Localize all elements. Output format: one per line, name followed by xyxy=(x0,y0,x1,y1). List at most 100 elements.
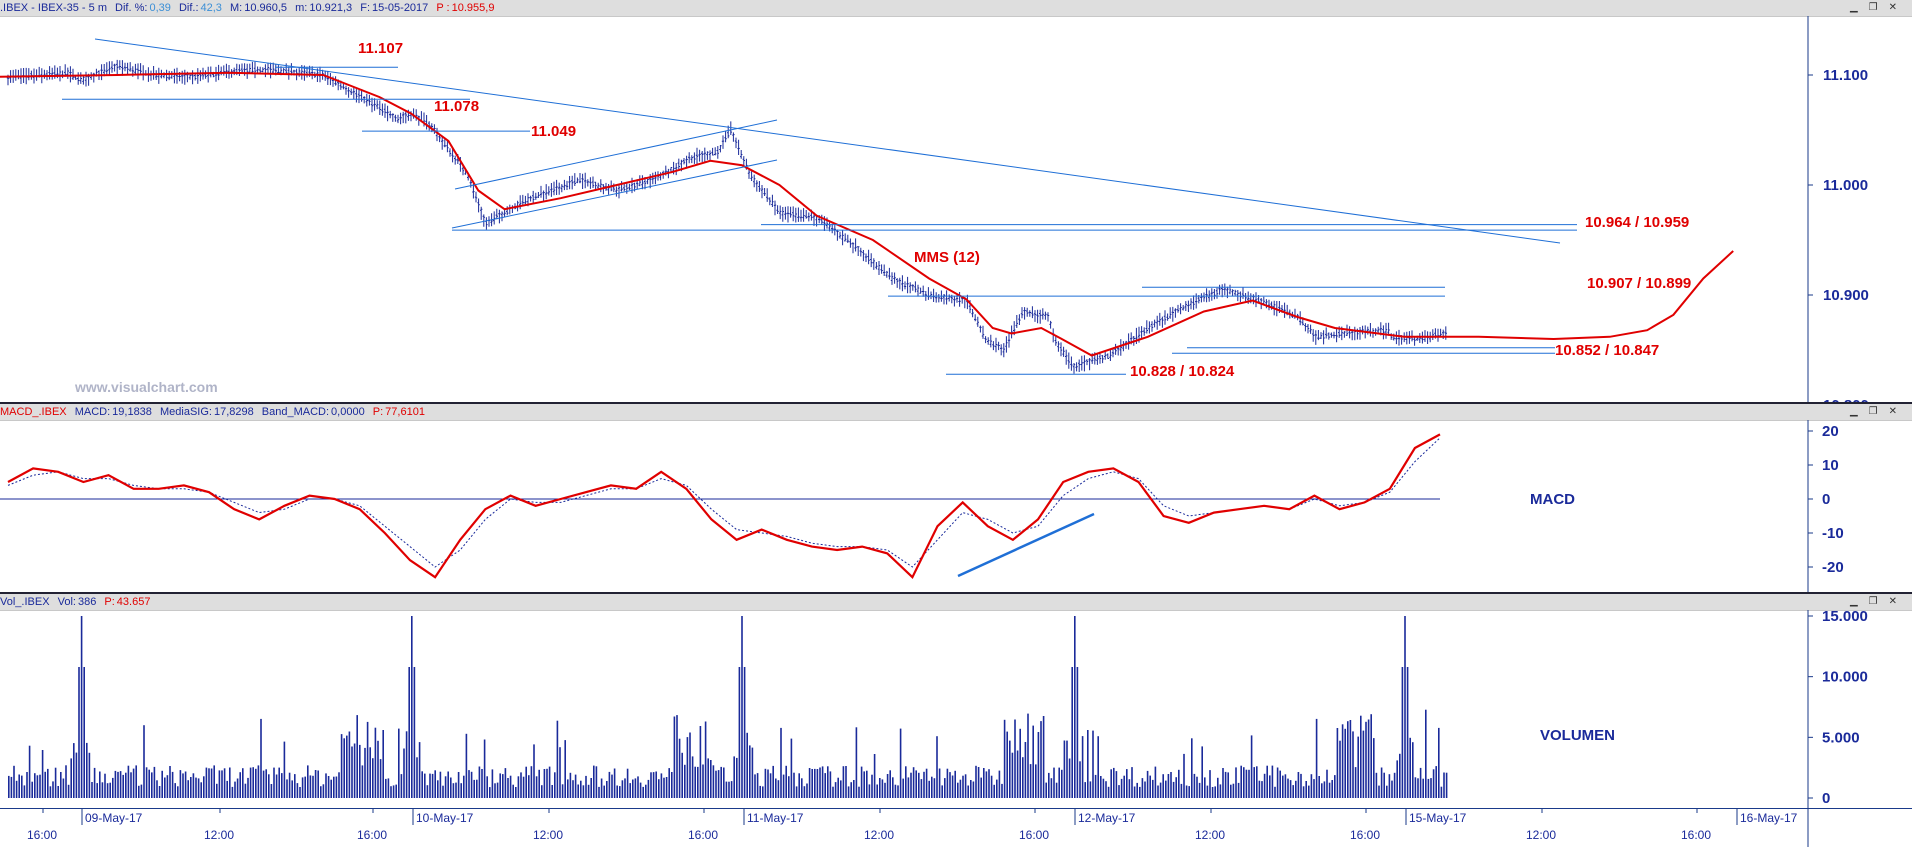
volume-bar xyxy=(1061,769,1063,798)
vol-label: Vol: xyxy=(57,596,76,608)
minimize-icon[interactable]: ▁ xyxy=(1849,596,1864,607)
price-bar xyxy=(472,183,475,199)
volume-bar xyxy=(390,786,392,798)
price-bar xyxy=(168,70,171,81)
volume-bar xyxy=(923,771,925,798)
price-bar xyxy=(1062,346,1065,357)
pane-separator[interactable] xyxy=(0,592,1912,594)
price-bar xyxy=(867,249,870,265)
price-bar xyxy=(885,270,888,278)
pane-separator[interactable] xyxy=(0,402,1912,404)
price-bar xyxy=(69,66,72,83)
volume-bar xyxy=(444,776,447,798)
price-pane[interactable]: .IBEX - IBEX-35 - 5 m Dif. %: 0,39 Dif.: 4… xyxy=(0,0,1912,402)
volume-bar xyxy=(590,778,592,798)
price-bar xyxy=(524,195,527,205)
time-axis[interactable]: 09-May-17 10-May-17 11-May-17 12-May-17 15-M… xyxy=(0,808,1912,847)
volume-bar xyxy=(1105,781,1107,798)
price-bar xyxy=(625,182,628,194)
volume-bar xyxy=(499,773,501,798)
price-bar xyxy=(1267,299,1271,311)
restore-icon[interactable]: ❐ xyxy=(1868,2,1884,13)
price-bar xyxy=(914,281,917,293)
price-bar xyxy=(469,179,472,188)
price-bar xyxy=(1075,362,1078,372)
close-icon[interactable]: ✕ xyxy=(1888,406,1903,417)
volume-bar xyxy=(286,779,288,798)
volume-bar xyxy=(580,780,582,798)
volume-bar xyxy=(1297,772,1300,798)
close-icon[interactable]: ✕ xyxy=(1888,2,1903,13)
volume-pane[interactable]: Vol_.IBEX Vol: 386 P: 43.657 ▁ ❐ ✕ 15.000 10.… xyxy=(0,594,1912,808)
volume-bar xyxy=(439,771,442,798)
price-bar xyxy=(1158,312,1161,326)
volume-bar xyxy=(1120,778,1123,798)
volume-chart[interactable]: 15.000 10.000 5.000 0 VOLUMEN xyxy=(0,610,1912,808)
price-bar xyxy=(1140,326,1143,339)
volume-bar xyxy=(184,771,187,798)
volume-bar xyxy=(694,766,696,798)
restore-icon[interactable]: ❐ xyxy=(1868,406,1884,417)
volume-bar xyxy=(520,772,522,798)
price-bar xyxy=(1049,320,1052,329)
macd-divergence-line xyxy=(957,512,1095,578)
macd-label: MACD: xyxy=(74,406,111,418)
macd-ytick-label: -10 xyxy=(1822,525,1844,542)
price-bar xyxy=(935,292,938,303)
price-bar xyxy=(1358,327,1362,340)
minimize-icon[interactable]: ▁ xyxy=(1849,406,1864,417)
price-bar xyxy=(1023,307,1026,320)
close-icon[interactable]: ✕ xyxy=(1888,596,1903,607)
volume-bar xyxy=(1331,780,1333,798)
price-chart[interactable]: 11.100 11.000 10.900 10.800 11.107 11.078 11.0… xyxy=(0,16,1912,402)
volume-bar xyxy=(990,775,993,798)
volume-bar xyxy=(268,774,270,798)
macd-chart[interactable]: 20 10 0 -10 -20 MACD xyxy=(0,420,1912,592)
volume-bar xyxy=(1339,740,1341,798)
restore-icon[interactable]: ❐ xyxy=(1868,596,1884,607)
price-bar xyxy=(272,62,275,74)
price-bar xyxy=(1106,353,1109,359)
price-bar xyxy=(77,72,80,85)
price-bar xyxy=(711,147,714,156)
volume-bar xyxy=(1412,742,1414,798)
price-bar xyxy=(1309,324,1312,334)
volume-bar xyxy=(1079,761,1081,798)
volume-bar xyxy=(652,772,655,798)
volume-bar xyxy=(1014,719,1016,798)
volume-bar xyxy=(486,776,488,798)
volume-bar xyxy=(489,787,491,798)
macd-pane[interactable]: MACD_.IBEX MACD: 19,1838 MediaSIG: 17,8298… xyxy=(0,404,1912,592)
volume-bar xyxy=(1087,730,1089,798)
volume-bar xyxy=(1102,778,1105,798)
price-bar xyxy=(875,262,878,270)
volume-bar xyxy=(457,772,460,798)
price-bar xyxy=(846,234,849,243)
volume-bar xyxy=(1310,774,1313,798)
macd-value: 19,1838 xyxy=(112,406,152,418)
volume-bar xyxy=(265,769,267,798)
volume-bar xyxy=(559,747,561,798)
volume-bar xyxy=(819,767,821,798)
macd-line xyxy=(7,433,1441,580)
volume-bar xyxy=(1425,709,1427,798)
macd-ytick-label: -20 xyxy=(1822,559,1844,576)
volume-bar xyxy=(829,771,832,798)
price-bar xyxy=(183,69,186,85)
volume-bar xyxy=(871,774,873,798)
volume-bar xyxy=(1287,778,1289,798)
volume-bar xyxy=(247,777,249,798)
volume-bar xyxy=(455,782,457,798)
macd-p-label: P: xyxy=(372,406,384,418)
volume-bar xyxy=(767,769,769,798)
minimize-icon[interactable]: ▁ xyxy=(1849,2,1864,13)
price-bar xyxy=(568,176,571,190)
volume-bar xyxy=(114,770,117,798)
volume-bar xyxy=(1370,714,1372,798)
volume-bar xyxy=(1157,785,1159,798)
volume-bar xyxy=(964,774,967,798)
volume-bar xyxy=(728,781,730,798)
time-axis-svg: 09-May-17 10-May-17 11-May-17 12-May-17 15-M… xyxy=(27,809,1809,847)
price-bar xyxy=(599,179,602,193)
price-bar xyxy=(152,66,155,80)
